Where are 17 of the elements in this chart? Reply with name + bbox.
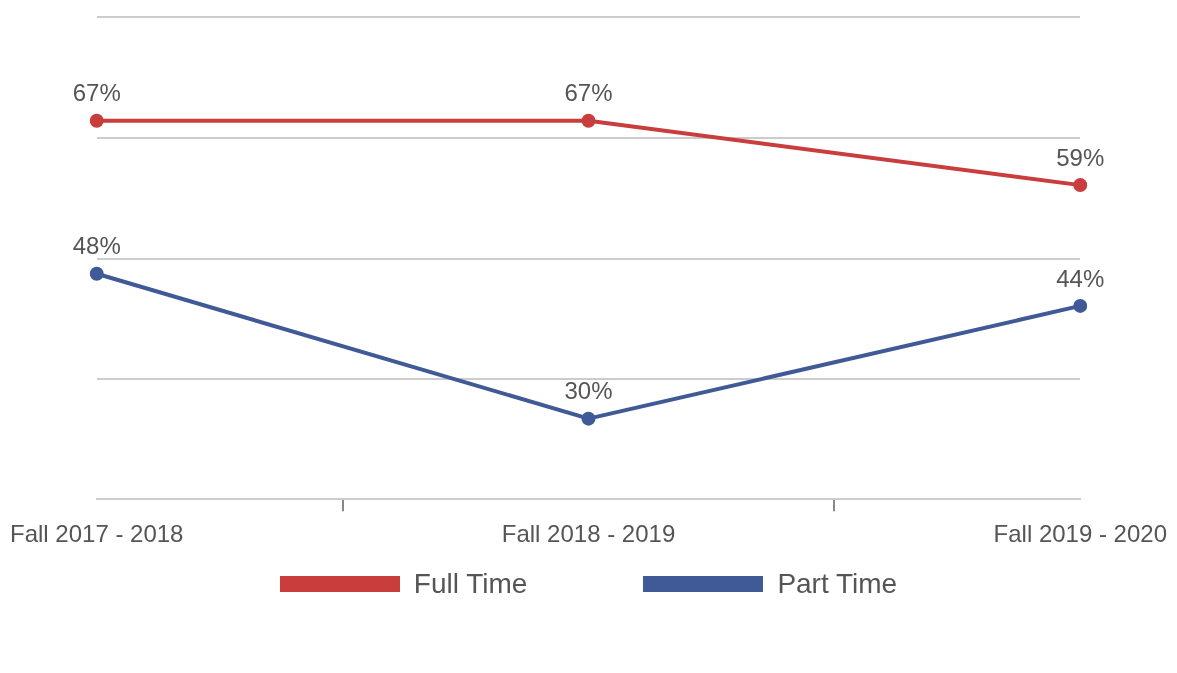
x-tick-label: Fall 2018 - 2019 [501, 520, 676, 548]
x-tick-label: Fall 2019 - 2020 [993, 520, 1167, 548]
data-label: 44% [1056, 264, 1105, 292]
point [1073, 178, 1088, 193]
legend-label: Part Time [777, 568, 898, 600]
point [89, 266, 104, 281]
point [581, 411, 596, 426]
data-label: 67% [564, 79, 613, 107]
data-label: 48% [72, 232, 121, 260]
data-label: 67% [72, 79, 121, 107]
data-label: 59% [1056, 143, 1105, 171]
point [581, 113, 596, 128]
x-tick-label: Fall 2017 - 2018 [10, 520, 184, 548]
legend-label: Full Time [413, 568, 528, 600]
data-label: 30% [564, 377, 613, 405]
point [89, 113, 104, 128]
point [1073, 298, 1088, 313]
